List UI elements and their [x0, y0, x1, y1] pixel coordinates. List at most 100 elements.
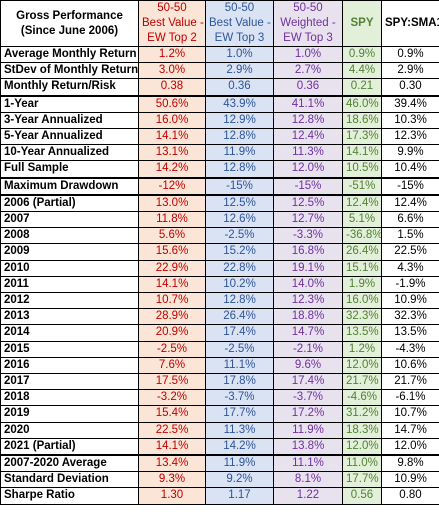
table-row: 2017 17.5% 17.8% 17.4% 21.7% 21.7% — [0, 373, 439, 391]
table-cell: 11.1% — [205, 356, 274, 375]
row-label: 2008 — [0, 227, 139, 245]
table-cell: 1.17 — [205, 487, 274, 505]
table-row: 2015 -2.5% -2.5% -2.1% 1.2% -4.3% — [0, 340, 439, 358]
table-cell: -6.1% — [381, 389, 439, 407]
table-cell: 14.1% — [342, 144, 382, 162]
table-cell: 32.3% — [342, 308, 382, 326]
row-label: Maximum Drawdown — [0, 176, 139, 196]
table-row: 2010 22.9% 22.8% 19.1% 15.1% 4.3% — [0, 259, 439, 277]
table-row: Monthly Return/Risk 0.38 0.36 0.36 0.21 0.30 — [0, 78, 439, 97]
row-label: 5-Year Annualized — [0, 128, 139, 146]
table-cell: -36.8% — [342, 227, 382, 245]
row-label: Standard Deviation — [0, 471, 139, 489]
table-row: 2018 -3.2% -3.7% -3.7% -4.6% -6.1% — [0, 389, 439, 407]
row-label: 2013 — [0, 308, 139, 326]
table-cell: -2.5% — [138, 340, 206, 358]
row-label: 2017 — [0, 373, 139, 391]
row-label: 2019 — [0, 405, 139, 423]
table-cell: 14.7% — [381, 421, 439, 439]
table-cell: 14.7% — [273, 324, 343, 342]
table-cell: 12.5% — [205, 193, 274, 213]
table-cell: 28.9% — [138, 308, 206, 326]
table-cell: 15.4% — [138, 405, 206, 423]
table-cell: 22.5% — [138, 421, 206, 439]
table-cell: 1.0% — [205, 45, 274, 64]
performance-table: Gross Performance (Since June 2006) 50-50… — [0, 0, 439, 505]
row-label: StDev of Monthly Returns — [0, 62, 139, 80]
table-cell: -1.9% — [381, 275, 439, 294]
table-cell: -12% — [138, 176, 206, 196]
row-label: 2021 (Partial) — [0, 437, 139, 456]
table-cell: -2.5% — [205, 227, 274, 245]
table-row: Sharpe Ratio 1.30 1.17 1.22 0.56 0.80 — [0, 487, 439, 505]
table-cell: 11.9% — [205, 144, 274, 162]
table-cell: 10.9% — [381, 292, 439, 310]
row-label: 2007-2020 Average — [0, 454, 139, 473]
table-cell: 1.5% — [381, 227, 439, 245]
table-row: 2007 11.8% 12.6% 12.7% 5.1% 6.6% — [0, 211, 439, 229]
table-cell: 0.9% — [342, 45, 382, 64]
table-cell: 1.9% — [342, 275, 382, 294]
table-cell: 2.7% — [273, 62, 343, 80]
table-cell: 14.1% — [138, 128, 206, 146]
table-cell: 50.6% — [138, 94, 206, 113]
table-cell: 4.3% — [381, 259, 439, 277]
table-cell: 21.7% — [342, 373, 382, 391]
table-row: 2014 20.9% 17.4% 14.7% 13.5% 13.5% — [0, 324, 439, 342]
table-cell: 0.21 — [342, 78, 382, 97]
table-cell: 4.4% — [342, 62, 382, 80]
table-cell: -15% — [381, 176, 439, 196]
table-cell: 11.3% — [205, 421, 274, 439]
table-cell: 14.2% — [205, 437, 274, 456]
row-label: 2012 — [0, 292, 139, 310]
table-cell: 5.1% — [342, 211, 382, 229]
table-row: Average Monthly Return 1.2% 1.0% 1.0% 0.9% 0.… — [0, 45, 439, 64]
table-cell: 18.3% — [342, 421, 382, 439]
table-row: 10-Year Annualized 13.1% 11.9% 11.3% 14.1% 9.… — [0, 144, 439, 162]
row-label: Sharpe Ratio — [0, 487, 139, 505]
table-cell: 14.0% — [273, 275, 343, 294]
header-gross-performance: Gross Performance (Since June 2006) — [0, 0, 139, 47]
row-label: 2020 — [0, 421, 139, 439]
table-cell: 16.0% — [138, 111, 206, 130]
row-label: 10-Year Annualized — [0, 144, 139, 162]
table-cell: 0.36 — [273, 78, 343, 97]
table-cell: 41.1% — [273, 94, 343, 113]
table-cell: -2.1% — [273, 340, 343, 358]
row-label: Monthly Return/Risk — [0, 78, 139, 97]
table-cell: 17.7% — [342, 471, 382, 489]
header-spy-sma10: SPY:SMA10 — [381, 0, 439, 47]
table-cell: 2.9% — [205, 62, 274, 80]
table-row: 1-Year 50.6% 43.9% 41.1% 46.0% 39.4% — [0, 94, 439, 113]
table-cell: 0.36 — [205, 78, 274, 97]
table-cell: 17.3% — [342, 128, 382, 146]
table-cell: 18.6% — [342, 111, 382, 130]
table-cell: 12.0% — [273, 160, 343, 179]
table-cell: 22.5% — [381, 243, 439, 261]
table-cell: 0.9% — [381, 45, 439, 64]
table-cell: 9.2% — [205, 471, 274, 489]
table-cell: 20.9% — [138, 324, 206, 342]
table-cell: 12.8% — [205, 128, 274, 146]
table-cell: 11.8% — [138, 211, 206, 229]
table-row: 2012 10.7% 12.8% 12.3% 16.0% 10.9% — [0, 292, 439, 310]
table-cell: 32.3% — [381, 308, 439, 326]
table-cell: 12.7% — [273, 211, 343, 229]
table-cell: 15.2% — [205, 243, 274, 261]
table-row: 2011 14.1% 10.2% 14.0% 1.9% -1.9% — [0, 275, 439, 294]
table-cell: 12.4% — [273, 128, 343, 146]
table-cell: 1.22 — [273, 487, 343, 505]
table-cell: -15% — [273, 176, 343, 196]
table-cell: 1.0% — [273, 45, 343, 64]
table-row: 5-Year Annualized 14.1% 12.8% 12.4% 17.3% 12.… — [0, 128, 439, 146]
header-weighted-top3: 50-50 Weighted - EW Top 3 — [273, 0, 343, 47]
table-cell: 1.30 — [138, 487, 206, 505]
table-cell: -3.2% — [138, 389, 206, 407]
table-cell: 1.2% — [342, 340, 382, 358]
row-label: 2015 — [0, 340, 139, 358]
table-cell: 26.4% — [342, 243, 382, 261]
row-label: Full Sample — [0, 160, 139, 179]
table-cell: -4.6% — [342, 389, 382, 407]
table-row: 2013 28.9% 26.4% 18.8% 32.3% 32.3% — [0, 308, 439, 326]
table-cell: 46.0% — [342, 94, 382, 113]
